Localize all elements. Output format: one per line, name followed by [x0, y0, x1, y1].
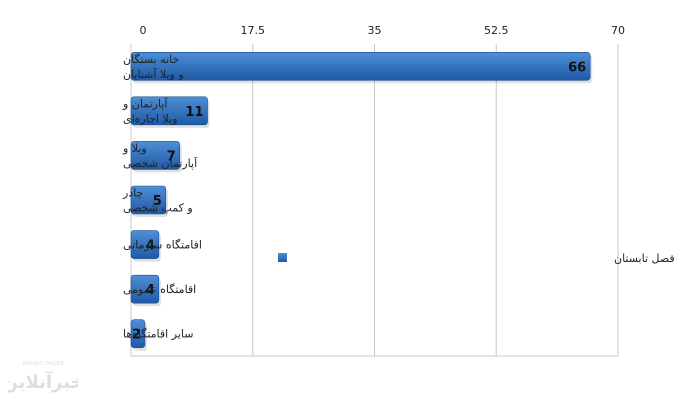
x-tick-label: 17.5	[241, 24, 266, 37]
bar-value-label: 4	[146, 239, 155, 254]
legend: شکل اقامت در سفرهای داخلی ایرانی‌ها در ف…	[278, 252, 675, 265]
category-label: اقامتگاه سازمانی	[123, 239, 202, 252]
x-tick-label: 52.5	[484, 24, 509, 37]
watermark-latin: KHABAR ONLINE	[22, 361, 63, 367]
x-tick-label: 70	[611, 24, 625, 37]
bar-value-label: 66	[568, 60, 586, 75]
bar-value-label: 4	[146, 283, 155, 298]
bars: 66 11 7 5 4 4 2	[130, 51, 593, 351]
category-label: آپارتمان شخصی	[123, 156, 198, 170]
bar	[130, 141, 181, 170]
bar-value-label: 11	[185, 105, 203, 120]
category-label: اقامتگاه عمومی	[123, 283, 196, 296]
category-label: و کمپ شخصی	[123, 202, 193, 215]
bar	[130, 185, 167, 215]
bar-value-label: 5	[153, 194, 162, 209]
bar	[130, 274, 160, 304]
bar	[130, 230, 160, 259]
legend-label: شکل اقامت در سفرهای داخلی ایرانی‌ها در ف…	[614, 252, 675, 265]
category-label: سایر اقامتگاه‌ها	[123, 328, 193, 341]
category-label: آپارتمان و	[122, 96, 168, 110]
x-tick-label: 0	[140, 24, 147, 37]
category-label: خانه بستگان	[123, 53, 179, 66]
category-label: چادر	[122, 187, 143, 200]
bar-value-label: 2	[132, 328, 141, 343]
watermark-brand: خبرآنلاین	[8, 370, 78, 393]
bar-value-label: 7	[167, 149, 176, 164]
category-label: ویلا اجاره‌ای	[123, 112, 177, 125]
x-tick-label: 35	[368, 24, 382, 37]
x-tick-labels: 0 17.5 35 52.5 70	[140, 24, 626, 37]
category-label: ویلا و	[122, 142, 147, 155]
bar	[130, 51, 591, 81]
category-label: و ویلا آشنایان	[123, 67, 184, 81]
gridlines	[130, 44, 619, 357]
bar	[130, 96, 208, 126]
khabaronline-logo: KHABAR ONLINE خبرآنلاین	[8, 361, 78, 393]
bar	[130, 319, 146, 349]
legend-swatch	[278, 253, 287, 262]
